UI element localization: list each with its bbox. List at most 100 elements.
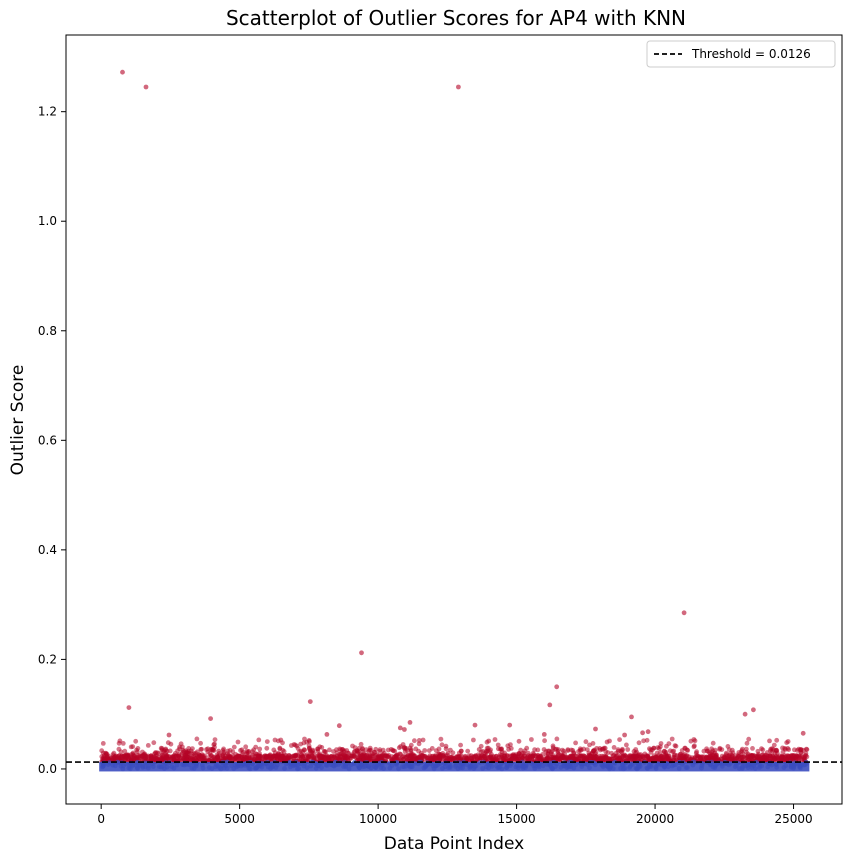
x-tick-label: 0	[97, 812, 105, 826]
outlier-point	[446, 756, 452, 762]
outlier-point	[666, 756, 672, 762]
outlier-point	[250, 749, 255, 754]
outlier-point	[195, 749, 200, 755]
outlier-point	[413, 746, 419, 752]
outlier-point	[311, 751, 317, 756]
outlier-point	[437, 756, 443, 762]
outlier-point	[141, 756, 147, 762]
outlier-point	[355, 755, 361, 761]
outlier-point	[321, 749, 327, 754]
outlier-point	[648, 750, 654, 755]
outlier-point	[774, 737, 780, 743]
inlier-point	[783, 763, 789, 768]
outlier-point	[443, 743, 449, 749]
x-tick-label: 15000	[497, 812, 535, 826]
outlier-point	[298, 748, 304, 754]
outlier-point	[744, 740, 750, 746]
outlier-point	[755, 748, 761, 754]
outlier-point	[416, 738, 422, 743]
inlier-point	[599, 762, 605, 768]
outlier-point	[302, 736, 307, 742]
outlier-point	[215, 754, 221, 759]
outlier-point	[120, 69, 125, 75]
outlier-point	[168, 741, 174, 747]
outlier-point	[476, 747, 482, 752]
outlier-point	[444, 752, 450, 758]
outlier-point	[456, 84, 461, 90]
outlier-point	[492, 737, 498, 742]
outlier-point	[133, 738, 139, 744]
inlier-point	[431, 766, 437, 772]
outlier-point	[613, 750, 619, 756]
outlier-point	[593, 726, 598, 732]
chart-title: Scatterplot of Outlier Scores for AP4 wi…	[226, 6, 686, 30]
outlier-point	[122, 748, 128, 754]
outlier-point	[694, 749, 699, 755]
outlier-point	[356, 748, 362, 754]
inlier-point	[673, 762, 678, 768]
outlier-point	[327, 757, 332, 763]
outlier-point	[679, 748, 685, 753]
outlier-point	[524, 745, 530, 751]
outlier-point	[712, 747, 718, 753]
outlier-point	[533, 753, 538, 759]
outlier-point	[438, 736, 444, 742]
outlier-point	[647, 755, 653, 761]
outlier-point	[709, 746, 714, 752]
inlier-point	[561, 763, 566, 769]
outlier-point	[611, 745, 617, 750]
inlier-point	[496, 764, 502, 770]
outlier-point	[629, 714, 634, 720]
outlier-point	[234, 757, 239, 762]
outlier-point	[289, 743, 294, 748]
outlier-point	[164, 753, 170, 758]
outlier-point	[487, 754, 493, 760]
outlier-point	[655, 745, 661, 750]
outlier-point	[472, 722, 478, 728]
inlier-point	[627, 765, 633, 770]
outlier-point	[601, 745, 607, 751]
outlier-point	[402, 745, 407, 751]
outlier-point	[507, 722, 513, 728]
outlier-point	[358, 752, 363, 757]
inlier-point	[224, 765, 230, 771]
inlier-point	[304, 765, 310, 770]
inlier-point	[571, 765, 577, 771]
outlier-point	[760, 756, 765, 762]
y-tick-label: 0.0	[38, 762, 57, 776]
inlier-point	[171, 765, 177, 771]
outlier-point	[198, 740, 204, 746]
outlier-point	[198, 757, 204, 762]
inlier-point	[797, 762, 803, 768]
inlier-point	[608, 764, 613, 770]
outlier-point	[317, 744, 323, 750]
outlier-point	[794, 753, 799, 758]
inlier-point	[692, 759, 697, 765]
outlier-point	[603, 749, 609, 755]
inlier-point	[218, 766, 224, 772]
outlier-point	[503, 758, 509, 763]
outlier-point	[621, 753, 626, 759]
outlier-point	[348, 755, 354, 761]
outlier-point	[412, 738, 417, 744]
outlier-point	[654, 750, 660, 756]
outlier-point	[277, 746, 283, 752]
inlier-point	[378, 765, 384, 770]
inlier-point	[356, 765, 362, 771]
outlier-point	[771, 742, 777, 748]
inlier-point	[409, 764, 415, 770]
outlier-point	[736, 752, 741, 758]
outlier-point	[475, 752, 481, 758]
outlier-point	[167, 748, 173, 754]
outlier-point	[491, 754, 497, 759]
outlier-point	[408, 747, 414, 753]
outlier-point	[804, 746, 809, 752]
inlier-point	[189, 765, 195, 771]
inlier-point	[791, 765, 796, 771]
outlier-point	[751, 707, 756, 713]
inlier-point	[802, 762, 808, 768]
inlier-point	[676, 766, 682, 771]
outlier-point	[246, 755, 252, 761]
y-tick-label: 1.0	[38, 214, 57, 228]
outlier-point	[578, 747, 584, 753]
